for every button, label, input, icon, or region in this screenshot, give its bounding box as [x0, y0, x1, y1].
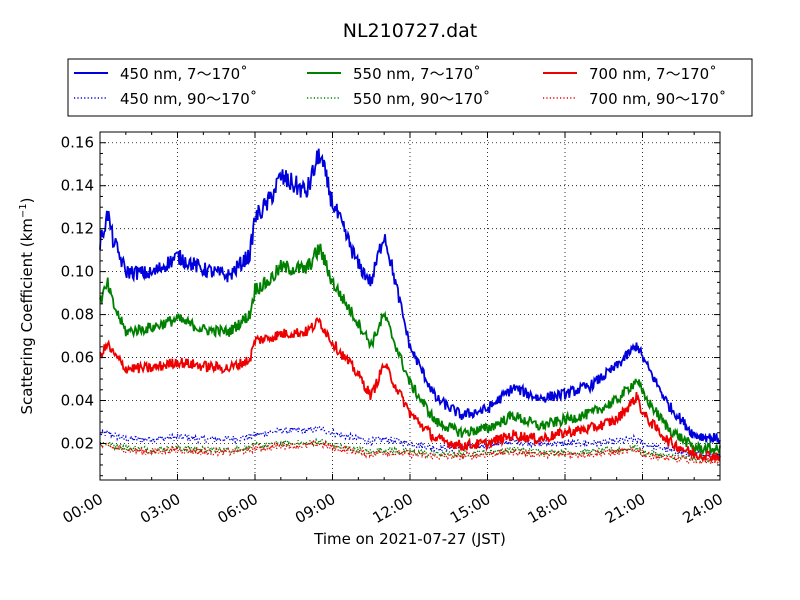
plot-area — [100, 132, 720, 480]
series-group — [99, 148, 721, 467]
y-tick-label: 0.10 — [61, 263, 94, 281]
y-tick-label: 0.12 — [61, 220, 94, 238]
series-line — [99, 148, 721, 444]
y-tick-label: 0.02 — [61, 434, 94, 452]
series-line — [99, 243, 721, 455]
legend — [67, 58, 753, 117]
legend-items: 450 nm, 7～170˚ 550 nm, 7～170˚ 700 nm, 7～17… — [74, 65, 726, 108]
y-axis-label-main: Scattering Coefficient (km — [18, 218, 36, 414]
legend-label: 550 nm, 90～170˚ — [353, 90, 490, 108]
y-axis-label-close: ) — [18, 197, 36, 203]
chart-title: NL210727.dat — [343, 20, 478, 42]
y-axis-label-sup: −1 — [18, 203, 29, 218]
series-line — [99, 425, 721, 461]
series-line — [99, 316, 721, 463]
x-axis-label: Time on 2021-07-27 (JST) — [313, 530, 506, 548]
legend-label: 550 nm, 7～170˚ — [353, 65, 481, 83]
legend-label: 700 nm, 7～170˚ — [589, 65, 717, 83]
legend-label: 450 nm, 90～170˚ — [120, 90, 257, 108]
y-tick-label: 0.06 — [61, 349, 94, 367]
y-tick-label: 0.04 — [61, 392, 94, 410]
legend-label: 450 nm, 7～170˚ — [120, 65, 248, 83]
y-tick-label: 0.16 — [61, 134, 94, 152]
series-line — [99, 439, 721, 467]
y-axis-label: Scattering Coefficient (km−1) — [18, 197, 36, 414]
y-tick-label: 0.14 — [61, 177, 94, 195]
y-tick-label: 0.08 — [61, 306, 94, 324]
legend-label: 700 nm, 90～170˚ — [589, 90, 726, 108]
series-line — [99, 437, 721, 464]
